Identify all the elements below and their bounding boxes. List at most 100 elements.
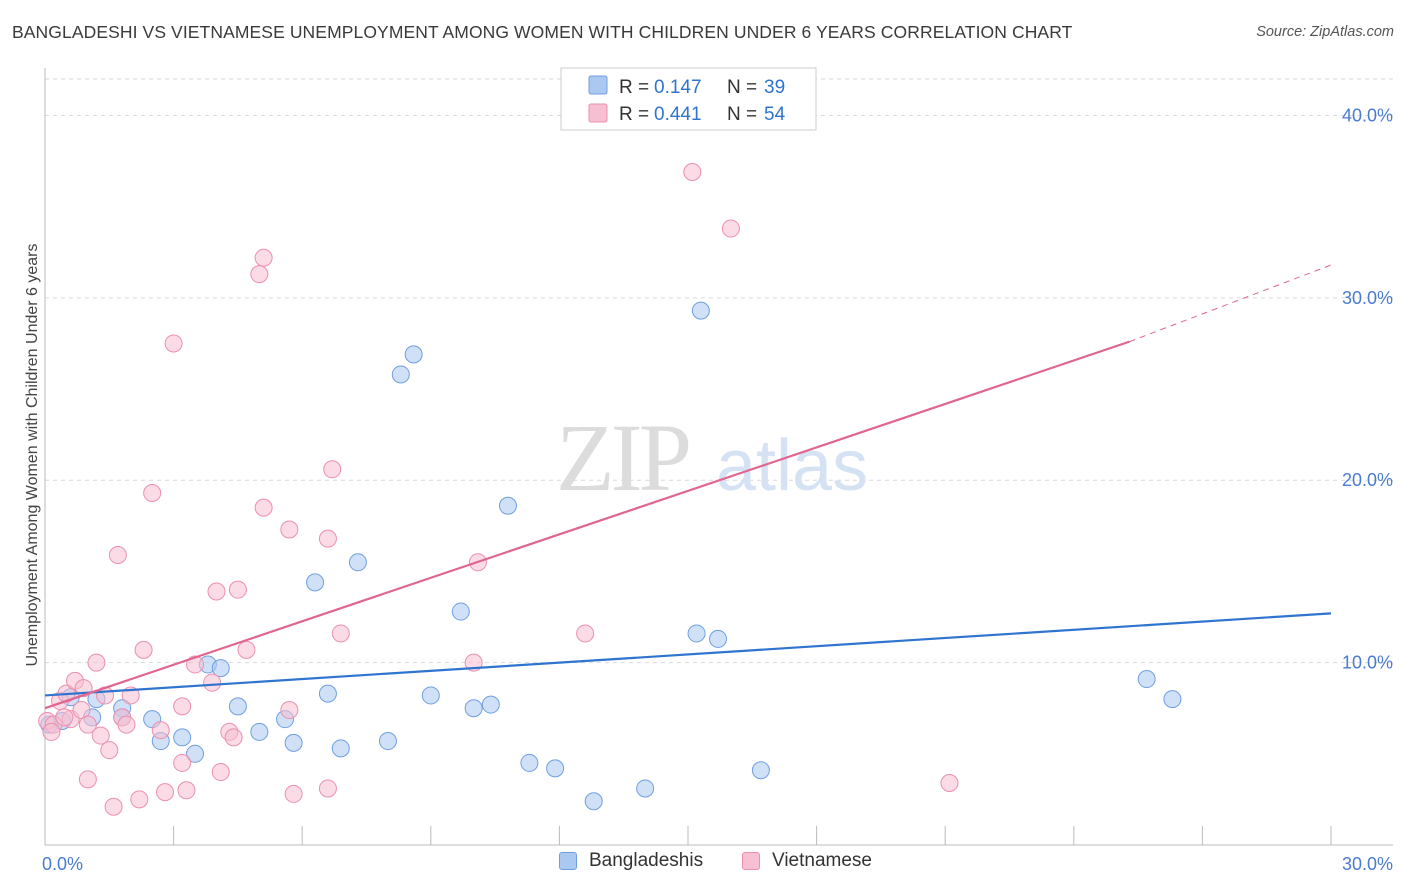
vietnamese-point	[151, 721, 170, 740]
legend-n-label-blue: N =	[727, 77, 757, 98]
y-tick-label: 20.0%	[1342, 470, 1393, 490]
vietnamese-point	[177, 781, 196, 800]
vietnamese-point	[280, 701, 299, 720]
vietnamese-point	[78, 715, 97, 734]
bangladeshis-point	[331, 739, 350, 758]
vietnamese-point	[318, 529, 337, 548]
bangladeshis-point	[464, 699, 483, 718]
bangladeshis-point	[318, 684, 337, 703]
vietnamese-point	[186, 655, 205, 674]
vietnamese-point	[100, 741, 119, 760]
vietnamese-point	[164, 334, 183, 353]
legend-item-bangladeshis[interactable]: Bangladeshis	[559, 850, 703, 872]
vietnamese-point	[207, 582, 226, 601]
vietnamese-point	[211, 763, 230, 782]
bangladeshis-point	[451, 602, 470, 621]
vietnamese-trend-extension	[1129, 264, 1332, 343]
bangladeshis-point	[228, 697, 247, 716]
bottom-legend: Bangladeshis Vietnamese	[0, 850, 1406, 880]
vietnamese-point	[55, 708, 74, 727]
bangladeshis-point	[1137, 670, 1156, 689]
bangladeshis-point	[306, 573, 325, 592]
legend-r-label-pink: R =	[619, 104, 649, 125]
bangladeshis-point	[546, 759, 565, 778]
bangladeshis-point	[421, 686, 440, 705]
vietnamese-point	[203, 673, 222, 692]
trend-lines	[44, 264, 1332, 710]
bangladeshis-point	[284, 733, 303, 752]
bangladeshis-point	[520, 753, 539, 772]
bangladeshis-point	[348, 553, 367, 572]
y-tick-label: 40.0%	[1342, 105, 1393, 125]
legend-item-vietnamese[interactable]: Vietnamese	[742, 850, 872, 872]
bangladeshis-point	[636, 779, 655, 798]
vietnamese-point	[683, 163, 702, 182]
legend-r-value-blue: 0.147	[654, 77, 702, 98]
y-tick-label: 30.0%	[1342, 288, 1393, 308]
vietnamese-point	[254, 248, 273, 267]
bangladeshis-point	[250, 722, 269, 741]
vietnamese-point	[117, 715, 136, 734]
vietnamese-point	[280, 520, 299, 539]
y-tick-label: 10.0%	[1342, 653, 1393, 673]
bangladeshis-swatch	[559, 852, 577, 870]
source-label: Source: ZipAtlas.com	[1256, 24, 1394, 40]
vietnamese-point	[173, 753, 192, 772]
vietnamese-point	[156, 783, 175, 802]
vietnamese-point	[284, 784, 303, 803]
legend-swatch-blue	[588, 75, 608, 95]
x-tick-label-min: 0.0%	[42, 854, 83, 874]
bangladeshis-point	[211, 659, 230, 678]
vietnamese-point	[87, 653, 106, 672]
bangladeshis-point	[404, 345, 423, 364]
bangladeshis-point	[186, 744, 205, 763]
bangladeshis-point	[391, 365, 410, 384]
vietnamese-point	[224, 728, 243, 747]
vietnamese-point	[721, 219, 740, 238]
watermark-zip: ZIP	[556, 404, 689, 511]
vietnamese-points	[38, 163, 959, 816]
vietnamese-point	[130, 790, 149, 809]
bangladeshis-point	[378, 732, 397, 751]
vietnamese-point	[237, 640, 256, 659]
bangladeshis-trend-line	[44, 612, 1332, 697]
bangladeshis-point	[481, 695, 500, 714]
vietnamese-point	[91, 726, 110, 745]
legend-n-label-pink: N =	[727, 104, 757, 125]
bangladeshis-point	[751, 761, 770, 780]
vietnamese-point	[254, 498, 273, 517]
y-axis-label: Unemployment Among Women with Children U…	[24, 243, 41, 666]
y-tick-labels: 10.0% 20.0% 30.0% 40.0%	[1342, 105, 1393, 672]
legend-r-value-pink: 0.441	[654, 104, 702, 125]
vietnamese-trend-line	[44, 340, 1130, 710]
vietnamese-point	[108, 546, 127, 565]
vietnamese-point	[228, 580, 247, 599]
vietnamese-point	[323, 460, 342, 479]
vietnamese-point	[78, 770, 97, 789]
bangladeshis-label: Bangladeshis	[589, 850, 704, 871]
legend-r-label-blue: R =	[619, 77, 649, 98]
legend-box: R = 0.147 N = 39 R = 0.441 N = 54	[560, 67, 817, 131]
vietnamese-point	[173, 697, 192, 716]
legend-n-value-blue: 39	[764, 77, 785, 98]
bangladeshis-point	[691, 301, 710, 320]
gridlines	[45, 78, 1393, 664]
x-tick-label-max: 30.0%	[1342, 854, 1393, 874]
bangladeshis-point	[173, 728, 192, 747]
vietnamese-point	[250, 265, 269, 284]
legend-swatch-pink	[588, 103, 608, 123]
vietnamese-point	[318, 779, 337, 798]
bangladeshis-points	[40, 301, 1182, 811]
vietnamese-point	[331, 624, 350, 643]
vietnamese-point	[42, 722, 61, 741]
bangladeshis-point	[687, 624, 706, 643]
vietnamese-point	[143, 484, 162, 503]
vietnamese-swatch	[742, 852, 760, 870]
bangladeshis-point	[709, 629, 728, 648]
vietnamese-label: Vietnamese	[772, 850, 872, 871]
vietnamese-point	[576, 624, 595, 643]
vietnamese-point	[134, 640, 153, 659]
chart-title: BANGLADESHI VS VIETNAMESE UNEMPLOYMENT A…	[12, 22, 1073, 42]
legend-n-value-pink: 54	[764, 104, 786, 125]
